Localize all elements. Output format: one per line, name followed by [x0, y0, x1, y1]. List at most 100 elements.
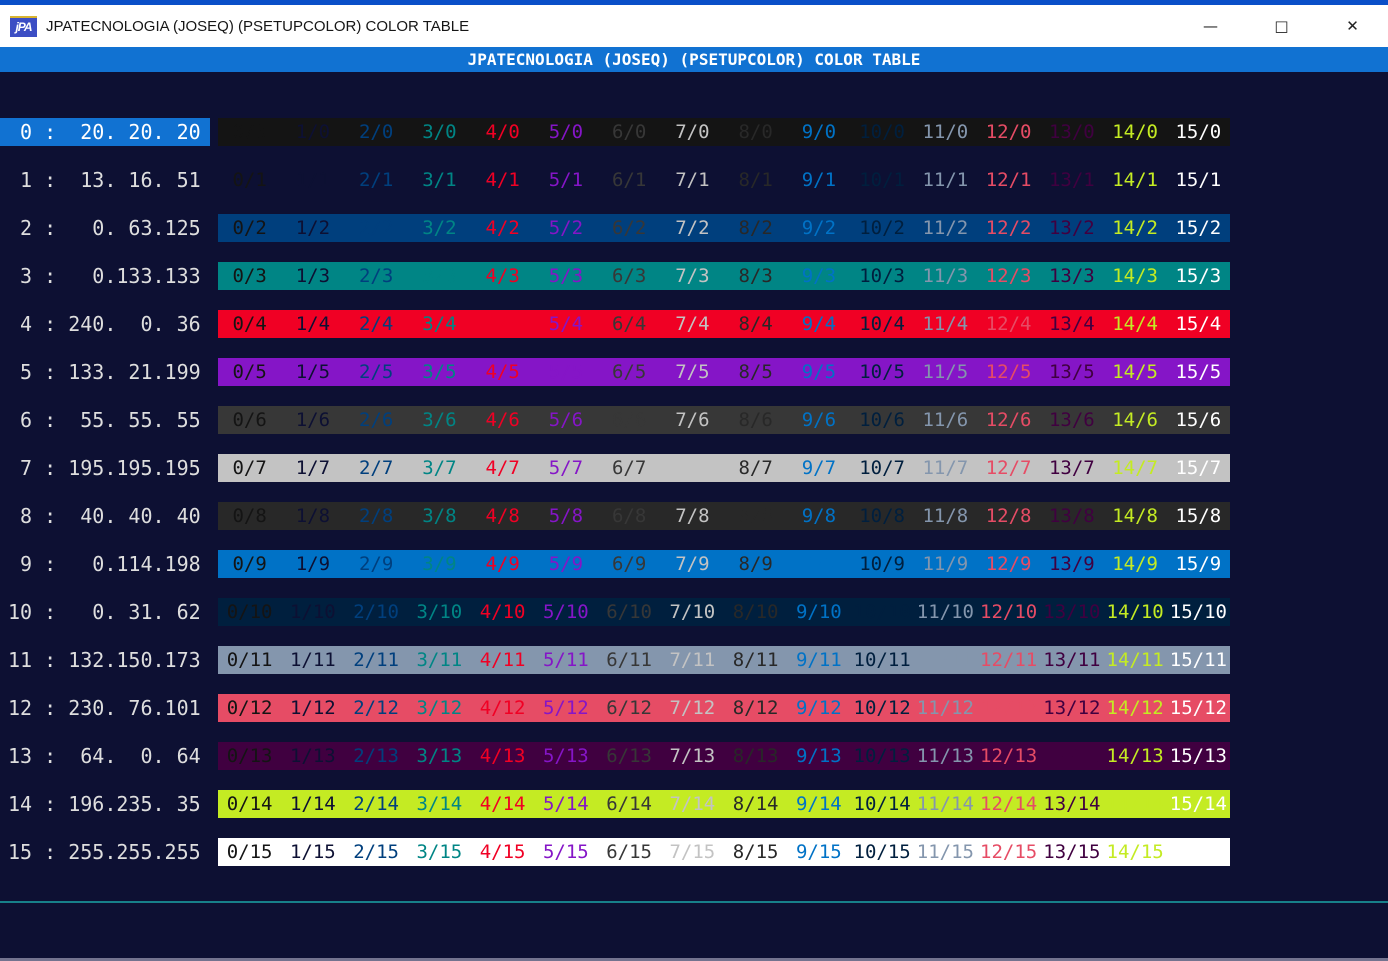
color-cell[interactable]: 4/1	[485, 169, 520, 191]
color-cell[interactable]: 7/12	[669, 697, 716, 719]
color-cell[interactable]: 13/6	[1048, 409, 1095, 431]
color-cell[interactable]: 12/2	[985, 217, 1032, 239]
color-cell[interactable]: 14/14	[1106, 793, 1164, 815]
color-cell[interactable]: 1/9	[295, 553, 331, 575]
color-cell[interactable]: 10/7	[859, 457, 905, 479]
color-cell[interactable]: 3/15	[416, 841, 463, 863]
color-cell[interactable]: 1/5	[295, 361, 331, 383]
color-cell[interactable]: 10/14	[853, 793, 911, 815]
row-label[interactable]: 6 : 55. 55. 55	[8, 408, 201, 432]
color-cell[interactable]: 4/15	[479, 841, 526, 863]
color-cell[interactable]: 14/7	[1112, 457, 1158, 479]
color-cell[interactable]: 12/5	[985, 361, 1032, 383]
color-cell[interactable]: 15/0	[1175, 121, 1222, 143]
minimize-button[interactable]: —	[1203, 17, 1218, 35]
color-cell[interactable]: 0/1	[232, 169, 267, 191]
color-cell[interactable]: 2/10	[353, 601, 399, 623]
color-cell[interactable]: 13/4	[1048, 313, 1095, 335]
row-label[interactable]: 11 : 132.150.173	[8, 648, 201, 672]
color-cell[interactable]: 4/12	[479, 697, 526, 719]
color-cell[interactable]: 5/11	[542, 649, 589, 671]
color-cell[interactable]: 0/5	[232, 361, 267, 383]
color-cell[interactable]: 6/11	[606, 649, 652, 671]
color-cell[interactable]: 4/8	[485, 505, 520, 527]
color-cell[interactable]: 10/3	[859, 265, 905, 287]
color-cell[interactable]: 12/0	[985, 121, 1032, 143]
color-cell[interactable]: 14/15	[1106, 841, 1164, 863]
color-cell[interactable]: 8/0	[738, 121, 773, 143]
color-cell[interactable]: 4/6	[485, 409, 520, 431]
color-cell[interactable]: 2/5	[358, 361, 394, 383]
color-cell[interactable]: 13/10	[1043, 601, 1101, 623]
color-cell[interactable]: 0/9	[232, 553, 267, 575]
color-cell[interactable]: 13/0	[1048, 121, 1095, 143]
color-cell[interactable]: 9/6	[801, 409, 837, 431]
color-cell[interactable]: 3/12	[416, 697, 463, 719]
color-cell[interactable]: 11/11	[916, 649, 974, 671]
color-cell[interactable]: 1/11	[289, 649, 336, 671]
color-cell[interactable]: 12/3	[985, 265, 1032, 287]
color-cell[interactable]: 1/0	[295, 121, 331, 143]
color-cell[interactable]: 7/7	[675, 457, 710, 479]
color-cell[interactable]: 10/9	[859, 553, 905, 575]
color-cell[interactable]: 11/1	[922, 169, 969, 191]
color-cell[interactable]: 8/11	[732, 649, 779, 671]
color-cell[interactable]: 8/5	[738, 361, 773, 383]
color-cell[interactable]: 12/1	[985, 169, 1032, 191]
color-cell[interactable]: 2/14	[353, 793, 399, 815]
color-cell[interactable]: 8/3	[738, 265, 773, 287]
color-cell[interactable]: 11/5	[922, 361, 969, 383]
color-cell[interactable]: 7/10	[669, 601, 716, 623]
color-cell[interactable]: 7/3	[675, 265, 710, 287]
color-cell[interactable]: 8/10	[732, 601, 779, 623]
color-cell[interactable]: 3/13	[416, 745, 463, 767]
color-cell[interactable]: 4/5	[485, 361, 520, 383]
color-cell[interactable]: 7/1	[675, 169, 710, 191]
color-cell[interactable]: 5/12	[542, 697, 589, 719]
color-cell[interactable]: 11/0	[922, 121, 969, 143]
color-cell[interactable]: 10/10	[853, 601, 911, 623]
color-cell[interactable]: 9/14	[795, 793, 842, 815]
color-cell[interactable]: 6/3	[611, 265, 647, 287]
color-cell[interactable]: 6/4	[611, 313, 647, 335]
color-cell[interactable]: 15/10	[1169, 601, 1227, 623]
color-cell[interactable]: 1/4	[295, 313, 331, 335]
color-cell[interactable]: 5/1	[548, 169, 584, 191]
color-cell[interactable]: 2/7	[358, 457, 394, 479]
color-cell[interactable]: 8/14	[732, 793, 779, 815]
color-cell[interactable]: 11/3	[922, 265, 969, 287]
color-cell[interactable]: 10/13	[853, 745, 911, 767]
color-cell[interactable]: 14/9	[1112, 553, 1158, 575]
color-cell[interactable]: 6/7	[611, 457, 647, 479]
color-cell[interactable]: 3/3	[422, 265, 457, 287]
color-cell[interactable]: 1/6	[295, 409, 331, 431]
color-cell[interactable]: 3/10	[416, 601, 463, 623]
color-cell[interactable]: 5/4	[548, 313, 584, 335]
color-cell[interactable]: 2/15	[353, 841, 399, 863]
color-cell[interactable]: 4/2	[485, 217, 520, 239]
row-label[interactable]: 5 : 133. 21.199	[8, 360, 201, 384]
row-label[interactable]: 12 : 230. 76.101	[8, 696, 201, 720]
color-cell[interactable]: 0/7	[232, 457, 267, 479]
color-cell[interactable]: 9/4	[801, 313, 837, 335]
color-cell[interactable]: 1/12	[289, 697, 336, 719]
color-cell[interactable]: 6/10	[606, 601, 652, 623]
color-cell[interactable]: 12/14	[980, 793, 1038, 815]
color-cell[interactable]: 6/14	[606, 793, 652, 815]
color-cell[interactable]: 15/1	[1175, 169, 1222, 191]
color-cell[interactable]: 13/14	[1043, 793, 1101, 815]
color-cell[interactable]: 8/2	[738, 217, 773, 239]
color-cell[interactable]: 0/10	[226, 601, 273, 623]
color-cell[interactable]: 11/10	[916, 601, 974, 623]
color-cell[interactable]: 2/4	[358, 313, 394, 335]
color-cell[interactable]: 11/4	[922, 313, 969, 335]
color-cell[interactable]: 15/15	[1169, 841, 1227, 863]
color-cell[interactable]: 9/8	[801, 505, 837, 527]
color-cell[interactable]: 12/7	[985, 457, 1032, 479]
color-cell[interactable]: 15/4	[1175, 313, 1222, 335]
color-cell[interactable]: 5/9	[548, 553, 584, 575]
color-cell[interactable]: 9/2	[801, 217, 837, 239]
color-cell[interactable]: 14/4	[1112, 313, 1158, 335]
color-cell[interactable]: 5/14	[542, 793, 589, 815]
color-cell[interactable]: 7/9	[675, 553, 710, 575]
